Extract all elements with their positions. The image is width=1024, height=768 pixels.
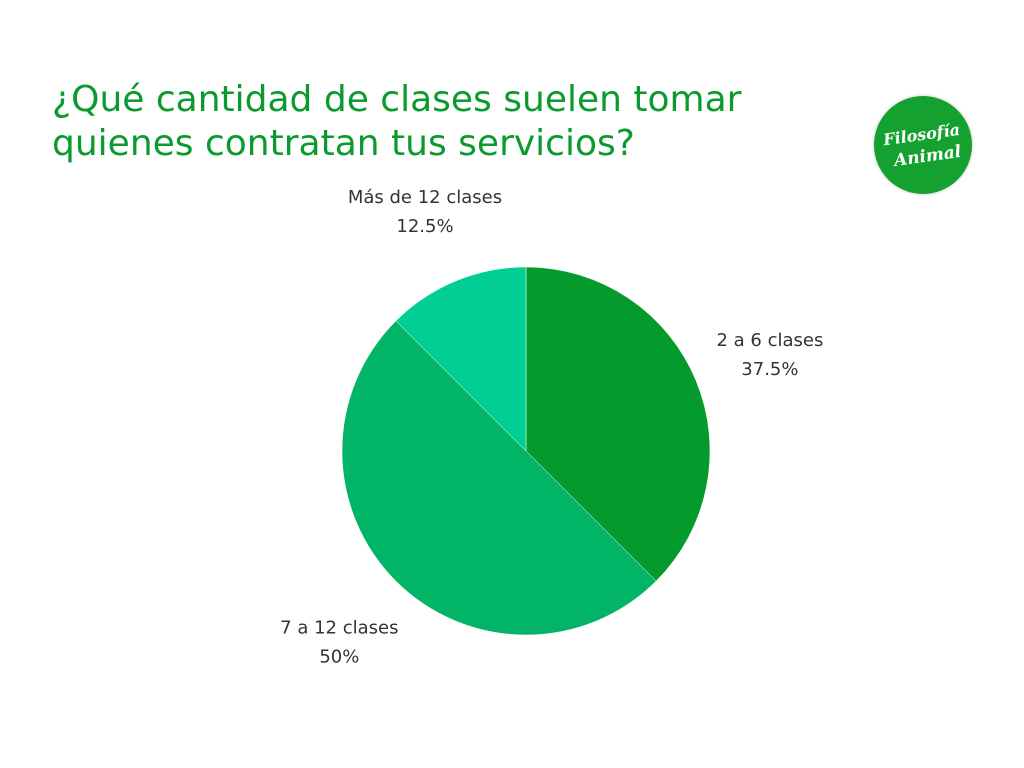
pie-slice-mas-de-12-clases [395,266,527,452]
chart-title: ¿Qué cantidad de clases suelen tomar qui… [52,78,852,166]
slice-percent-2-a-6-clases: 37.5% [741,359,798,380]
chart-title-line-1: ¿Qué cantidad de clases suelen tomar [52,79,742,120]
slice-percent-7-a-12-clases: 50% [319,647,359,668]
slice-percent-mas-de-12-clases: 12.5% [396,216,453,237]
filosofia-animal-logo: Filosofía Animal [874,96,972,194]
slice-label-2-a-6-clases: 2 a 6 clases [716,330,823,351]
slice-label-mas-de-12-clases: Más de 12 clases [348,187,502,208]
pie-slice-7-a-12-clases [341,320,657,636]
chart-title-line-2: quienes contratan tus servicios? [52,123,635,164]
pie-slice-2-a-6-clases [525,266,711,582]
slice-label-7-a-12-clases: 7 a 12 clases [280,618,398,639]
